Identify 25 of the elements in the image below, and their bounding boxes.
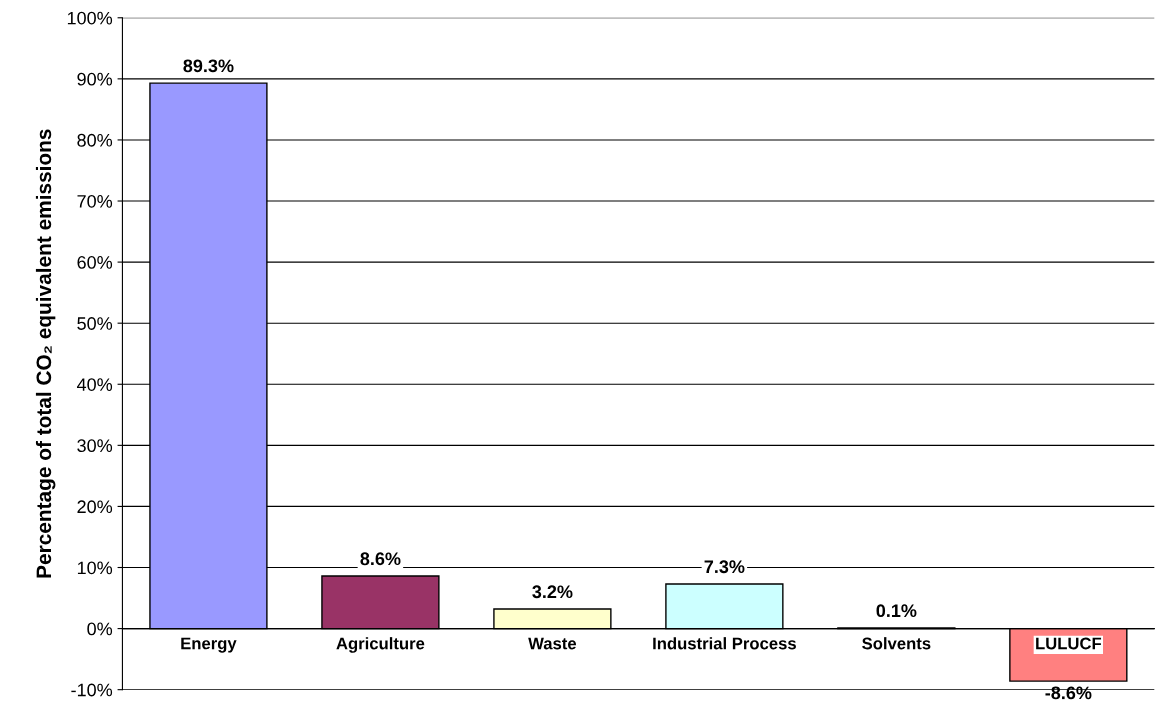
- x-tick-label: Energy: [181, 637, 237, 653]
- y-axis-title: Percentage of total CO₂ equivalent emissions: [35, 129, 56, 578]
- x-tick-label: Agriculture: [336, 637, 425, 653]
- data-label: 7.3%: [704, 560, 745, 574]
- x-tick-label: Waste: [528, 637, 577, 650]
- y-tick-label: 90%: [77, 72, 113, 86]
- y-tick-label: 80%: [77, 133, 113, 147]
- y-tick-label: -10%: [71, 683, 113, 697]
- y-tick-label: 40%: [76, 378, 113, 391]
- y-tick-label: 70%: [77, 194, 113, 208]
- y-tick-label: 30%: [77, 439, 113, 453]
- data-label: 3.2%: [532, 585, 573, 599]
- y-tick-label: 20%: [77, 500, 113, 514]
- data-label: 8.6%: [360, 552, 401, 566]
- x-tick-label: Solvents: [862, 637, 931, 650]
- y-tick-label: 60%: [77, 256, 113, 269]
- data-label: 0.1%: [876, 604, 917, 618]
- y-tick-label: 10%: [77, 561, 113, 575]
- data-label: -8.6%: [1045, 686, 1092, 700]
- data-label: 89.3%: [183, 59, 234, 73]
- y-tick-label: 50%: [77, 317, 113, 330]
- y-tick-label: 100%: [67, 11, 113, 25]
- x-tick-label: LULUCF: [1036, 637, 1102, 650]
- y-tick-label: 0%: [87, 622, 113, 636]
- x-tick-label: Industrial Process: [653, 637, 796, 650]
